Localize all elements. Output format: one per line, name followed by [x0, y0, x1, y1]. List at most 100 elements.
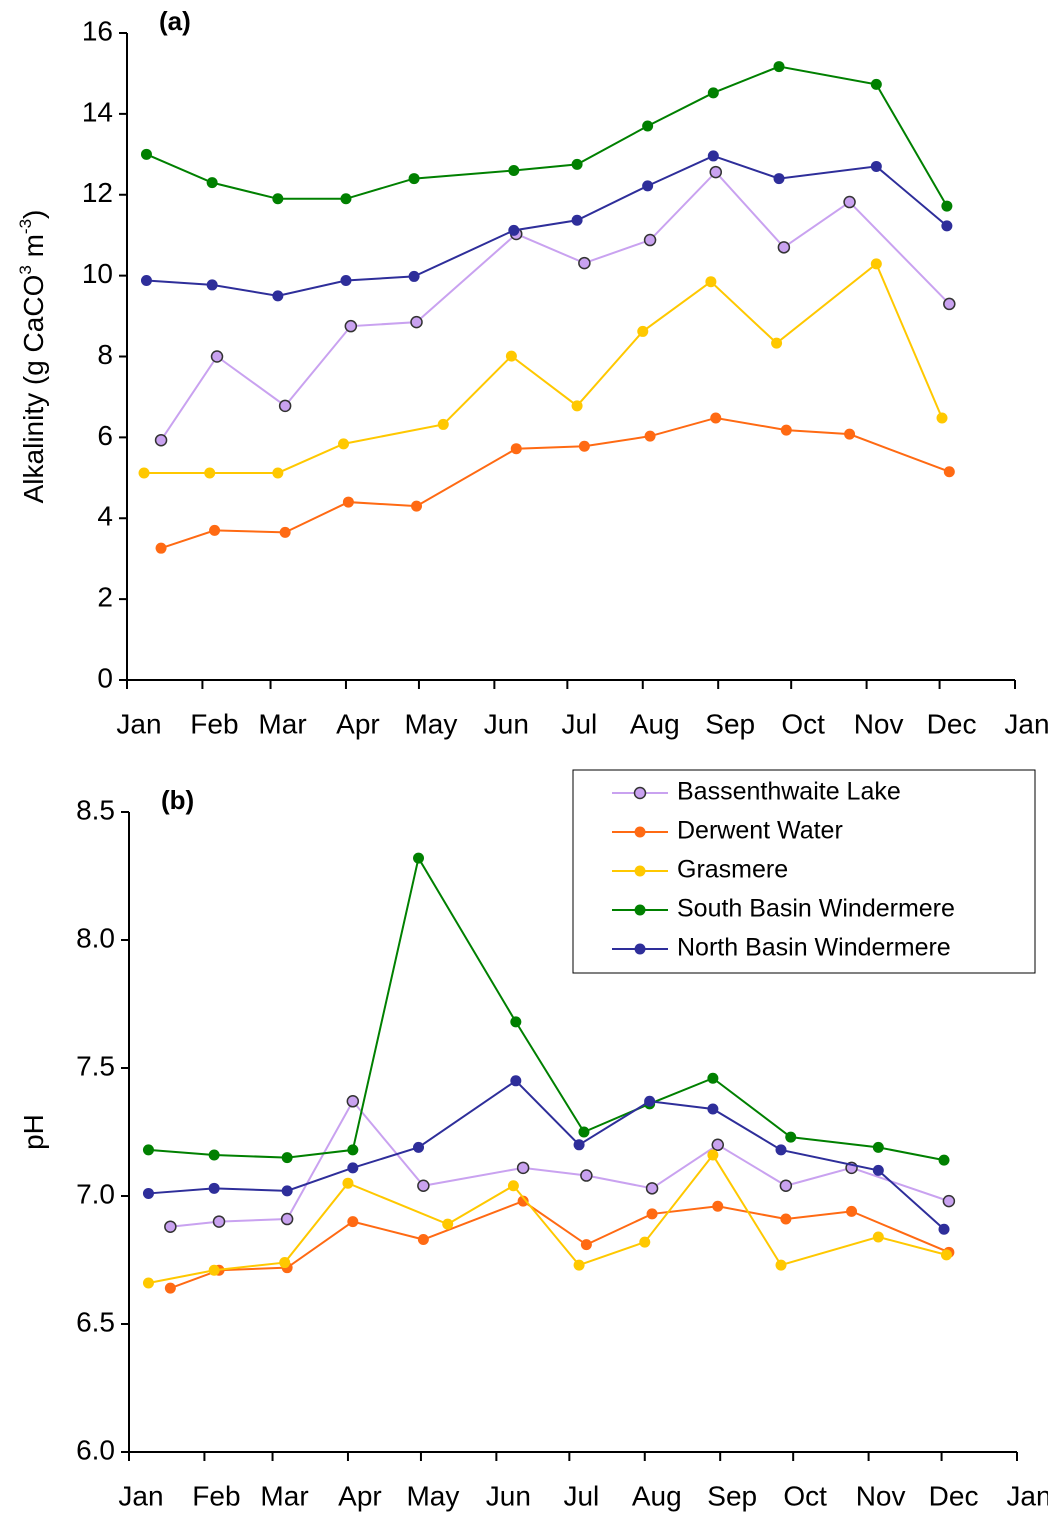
y-tick-label: 12	[82, 177, 113, 208]
series-line	[148, 855, 945, 1162]
data-point	[210, 350, 224, 363]
data-point	[279, 526, 291, 538]
series-line	[148, 1079, 945, 1231]
x-tick-label: Dec	[927, 708, 977, 739]
y-tick-label: 8.5	[76, 794, 115, 825]
data-point	[281, 1185, 293, 1197]
data-point	[936, 412, 948, 424]
y-tick-label: 4	[97, 501, 113, 532]
x-tick-label: Sep	[705, 708, 755, 739]
x-tick-label: Aug	[630, 708, 680, 739]
data-point	[347, 1144, 359, 1156]
data-point	[209, 524, 221, 536]
x-tick-label: May	[406, 1480, 459, 1511]
data-point	[140, 274, 152, 286]
data-point	[644, 1095, 656, 1107]
x-tick-label: Dec	[929, 1480, 979, 1511]
data-point	[347, 1162, 359, 1174]
x-tick-label: Mar	[260, 1480, 308, 1511]
x-tick-label: Jul	[561, 708, 597, 739]
data-point	[571, 158, 583, 170]
data-point	[280, 1212, 294, 1226]
data-point	[775, 1259, 787, 1271]
data-point	[510, 1075, 522, 1087]
data-point	[646, 1208, 658, 1220]
data-point	[344, 319, 358, 333]
y-tick-label: 6.0	[76, 1434, 115, 1465]
y-axis-label-sup: 3	[16, 265, 35, 274]
legend-label: Grasmere	[677, 856, 788, 884]
data-point	[943, 297, 956, 311]
x-tick-label: Jun	[486, 1480, 531, 1511]
data-point	[707, 1103, 719, 1115]
data-point	[413, 852, 425, 864]
series-line	[170, 1199, 950, 1290]
data-point	[340, 193, 352, 205]
data-point	[779, 1179, 793, 1193]
y-axis-label-part: m	[18, 234, 49, 265]
data-point	[941, 220, 953, 232]
series-line	[144, 262, 943, 474]
legend-label: Bassenthwaite Lake	[677, 778, 901, 806]
data-point	[785, 1131, 797, 1143]
panel-title: (b)	[161, 785, 194, 815]
data-point	[846, 1205, 858, 1217]
data-point	[272, 290, 284, 302]
data-point	[773, 173, 785, 185]
data-point	[707, 150, 719, 162]
x-tick-label: Mar	[258, 708, 306, 739]
x-tick-label: Jun	[484, 708, 529, 739]
x-tick-label: Jul	[563, 1480, 599, 1511]
data-point	[142, 1187, 154, 1199]
data-point	[508, 224, 520, 236]
data-point	[642, 120, 654, 132]
data-point	[442, 1218, 454, 1230]
x-tick-label: Jan	[1006, 1480, 1048, 1511]
data-point	[340, 274, 352, 286]
x-tick-label: Nov	[854, 708, 904, 739]
data-point	[707, 1149, 719, 1161]
y-tick-label: 8	[97, 339, 113, 370]
data-point	[142, 1144, 154, 1156]
y-tick-label: 6.5	[76, 1306, 115, 1337]
x-tick-label: Jan	[1004, 708, 1048, 739]
data-point	[573, 1139, 585, 1151]
series-line	[148, 1153, 947, 1285]
x-tick-label: May	[404, 708, 457, 739]
data-point	[342, 1177, 354, 1189]
data-point	[940, 1249, 952, 1261]
y-axis-label: Alkalinity (g CaCO3 m-3)	[16, 210, 49, 504]
x-tick-label: Feb	[192, 1480, 240, 1511]
data-point	[870, 258, 882, 270]
data-point	[710, 412, 722, 424]
data-point	[507, 1180, 519, 1192]
data-point	[645, 1182, 659, 1195]
data-point	[578, 1126, 590, 1138]
data-point	[707, 1072, 719, 1084]
data-point	[844, 428, 856, 440]
data-point	[712, 1200, 724, 1212]
y-axis-label-part: )	[18, 210, 49, 219]
data-point	[411, 500, 423, 512]
y-tick-label: 10	[82, 258, 113, 289]
data-point	[941, 200, 953, 212]
data-point	[872, 1141, 884, 1153]
y-tick-label: 7.0	[76, 1178, 115, 1209]
data-point	[643, 233, 657, 247]
data-point	[272, 193, 284, 205]
data-point	[410, 315, 423, 329]
data-point	[709, 165, 723, 179]
x-tick-label: Oct	[783, 1480, 827, 1511]
legend-label: Derwent Water	[677, 817, 843, 845]
data-point	[206, 177, 218, 189]
data-point	[705, 276, 717, 288]
series-line	[170, 1099, 950, 1228]
y-axis-label: pH	[18, 1114, 49, 1150]
data-point	[780, 424, 792, 436]
data-point	[644, 430, 656, 442]
data-point	[707, 87, 719, 99]
data-point	[208, 1182, 220, 1194]
data-point	[639, 1236, 651, 1248]
